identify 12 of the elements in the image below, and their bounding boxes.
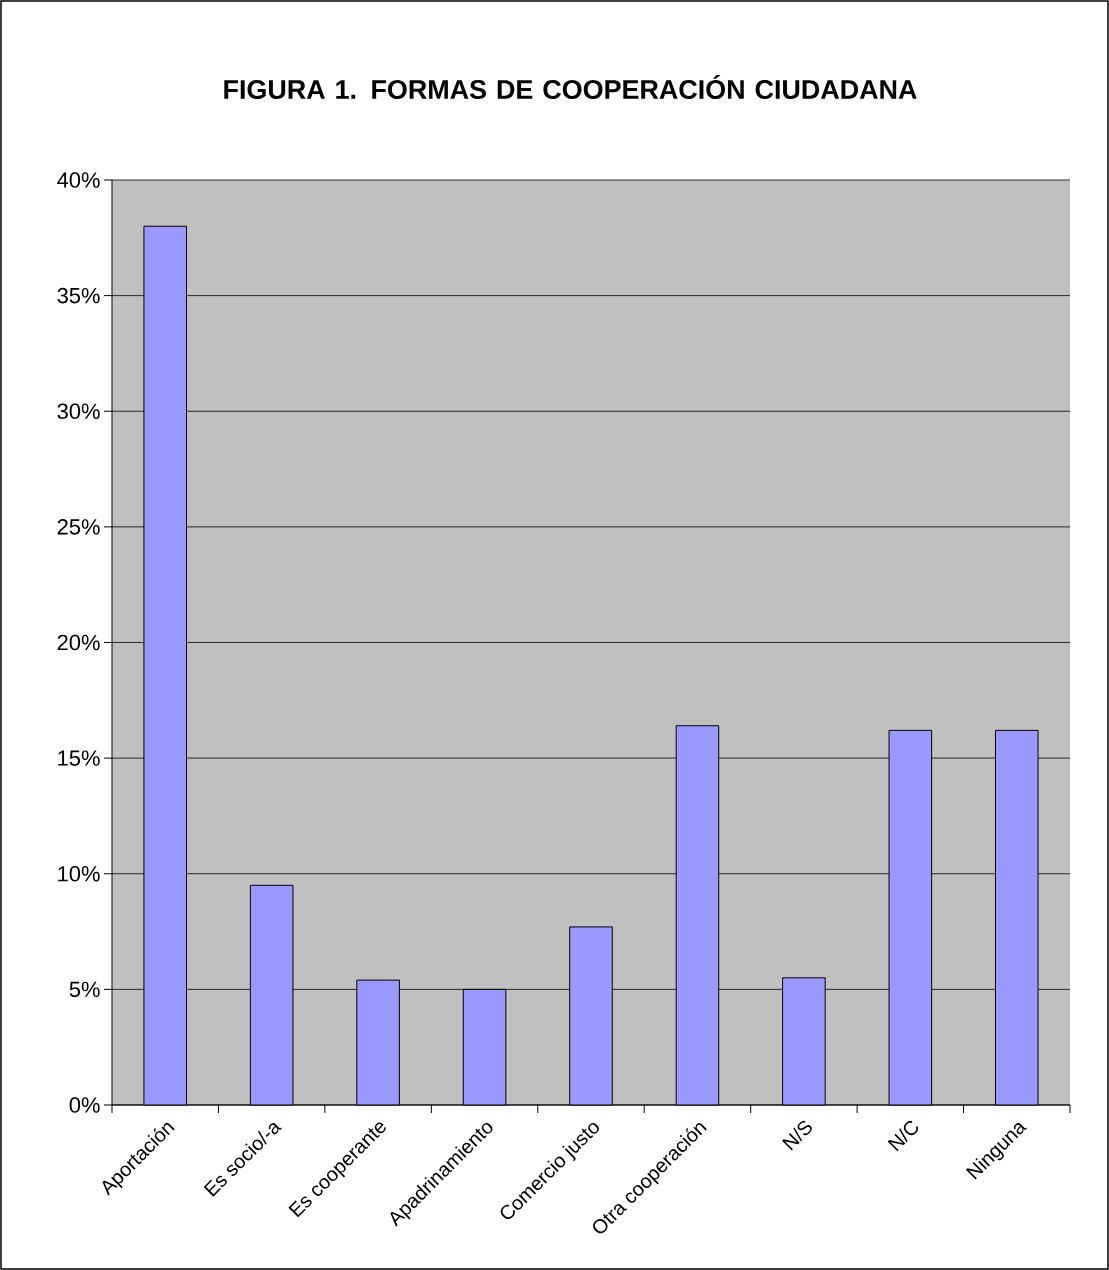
y-tick-label: 15%	[58, 750, 100, 766]
y-tick-label: 10%	[58, 865, 100, 882]
y-tick-label: 35%	[57, 287, 100, 304]
y-tick-label: 25%	[57, 519, 100, 535]
y-tick-label: 40%	[57, 172, 100, 188]
chart-title: FIGURA 1. FORMAS DE COOPERACIÓN CIUDADANA	[224, 74, 917, 100]
y-tick-label: 30%	[57, 403, 100, 419]
x-tick-label: N/C	[887, 1120, 918, 1152]
y-tick-label: 5%	[69, 981, 100, 998]
y-tick-label: 20%	[57, 634, 100, 651]
y-tick-label: 0%	[69, 1097, 100, 1113]
x-tick-label: N/S	[782, 1120, 812, 1151]
